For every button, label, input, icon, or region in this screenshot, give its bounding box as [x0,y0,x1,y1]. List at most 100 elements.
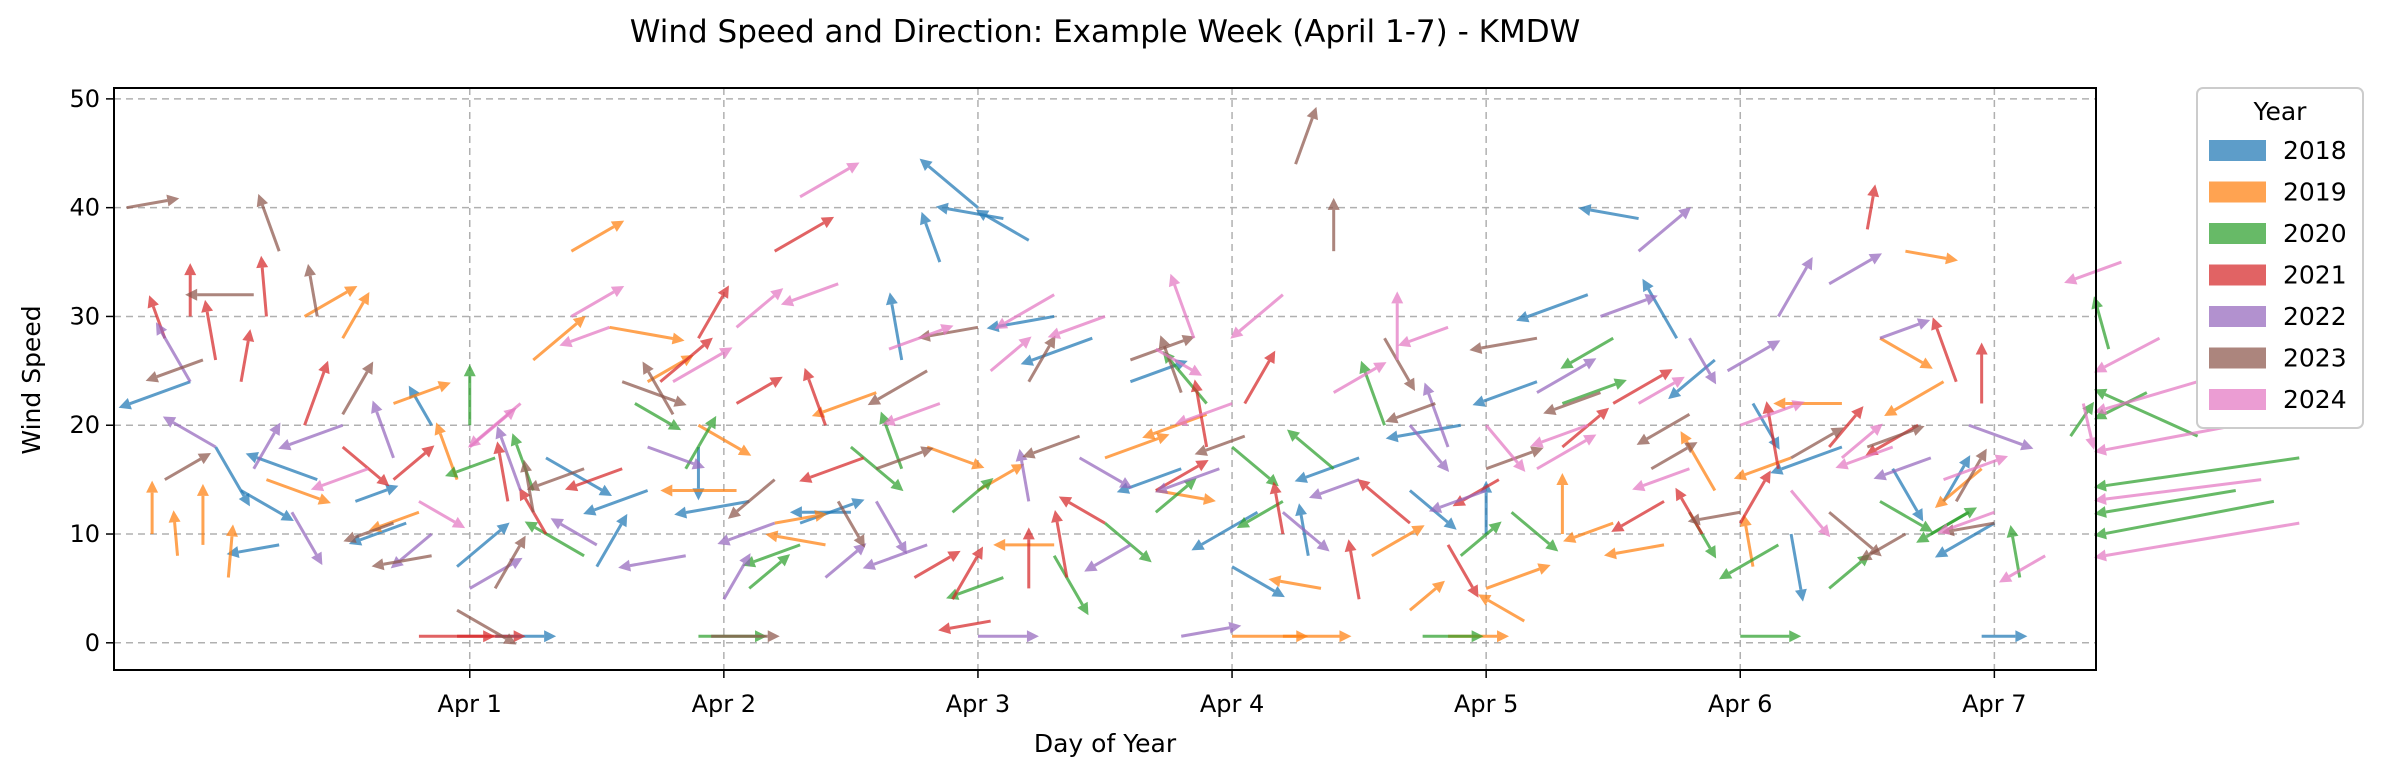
wind-arrow [468,402,522,448]
wind-arrow [1058,496,1106,525]
series-2022 [155,207,2034,643]
y-tick-label: 10 [69,520,100,548]
wind-arrow [765,530,826,547]
wind-arrow [1612,369,1673,405]
wind-arrow [1446,544,1479,598]
legend-label: 2024 [2283,385,2347,414]
wind-arrow [457,630,526,643]
legend-swatch [2209,264,2266,286]
wind-arrow [290,511,323,566]
wind-arrow [1578,204,1639,221]
wind-arrow [146,480,159,535]
wind-arrow [1478,594,1526,623]
wind-arrow [2094,456,2300,492]
wind-arrow [245,452,318,482]
wind-arrow [1052,555,1089,616]
wind-arrow [1611,500,1665,532]
legend-title: Year [2253,97,2308,126]
wind-arrow [799,162,860,199]
wind-arrow [559,325,611,348]
wind-arrow [226,543,280,558]
wind-arrow [1084,543,1132,572]
wind-arrow [1510,511,1559,552]
x-tick-label: Apr 3 [946,690,1010,718]
wind-arrow [1942,455,1971,503]
wind-arrow [595,513,628,568]
wind-arrow [519,487,548,535]
wind-arrow [1536,434,1597,471]
wind-arrow [1828,511,1882,557]
legend-item-2021: 2021 [2209,261,2347,290]
x-tick-label: Apr 2 [692,690,756,718]
plot-frame [113,87,2097,671]
wind-arrow [735,376,783,405]
wind-arrow [371,554,432,571]
wind-arrow [919,158,979,209]
wind-arrow [126,194,180,210]
wind-arrow [1344,539,1361,600]
legend-label: 2021 [2283,261,2347,290]
wind-arrow [882,402,941,426]
wind-arrow [418,500,466,529]
wind-arrow [252,422,281,470]
legend-item-2018: 2018 [2209,136,2347,165]
wind-arrow [1104,432,1170,460]
wind-arrow [2094,388,2199,438]
wind-arrow [1236,500,1284,529]
wind-arrow [938,619,991,635]
wind-arrow [1243,350,1276,405]
wind-arrow [2094,521,2300,562]
wind-arrow [265,478,331,505]
wind-arrow [214,446,250,507]
wind-arrow [1231,445,1279,487]
series-2019 [146,220,1983,643]
x-tick-label: Apr 1 [438,690,502,718]
wind-arrow [570,285,625,318]
data-layer [118,106,2300,645]
wind-arrow [1543,391,1602,415]
wind-arrow [343,521,395,543]
wind-arrow [303,285,358,318]
wind-arrow [1998,554,2046,583]
wind-arrow [520,459,535,513]
wind-arrow [742,543,801,568]
wind-arrow [1934,467,1983,508]
wind-arrow [1268,575,1322,590]
wind-arrow [1536,358,1597,394]
wind-arrow [1282,630,1352,643]
wind-arrow [341,361,374,416]
wind-arrow [1485,446,1544,471]
x-tick-label: Apr 5 [1454,690,1518,718]
wind-arrow [1905,249,1958,265]
wind-arrow [1968,423,2034,451]
wind-arrow [1294,106,1318,165]
wind-arrow [1790,427,1844,460]
wind-arrow [885,292,904,361]
legend-frame [2196,87,2364,429]
wind-arrow [1879,336,1933,369]
wind-arrow [1636,413,1691,445]
wind-arrow [824,543,867,579]
wind-arrow [1022,527,1035,589]
wind-arrow [1295,503,1310,557]
wind-arrow [1168,273,1196,339]
wind-arrow [550,518,598,547]
wind-arrow [1194,434,1246,456]
legend-item-2022: 2022 [2209,302,2347,331]
legend-label: 2019 [2283,178,2347,207]
wind-arrow [1459,521,1502,557]
wind-arrow [1516,293,1589,323]
wind-arrow [1051,509,1069,578]
wind-arrow [888,324,954,351]
wind-arrow [774,510,828,525]
wind-arrow [836,500,865,548]
wind-arrow [456,522,510,568]
chart-title: Wind Speed and Direction: Example Week (… [629,14,1581,50]
legend-item-2019: 2019 [2209,178,2347,207]
wind-arrow [977,630,1039,643]
wind-arrow [1556,473,1569,535]
wind-arrow [672,347,733,384]
legend-swatch [2209,223,2266,244]
wind-arrow [1154,467,1220,494]
